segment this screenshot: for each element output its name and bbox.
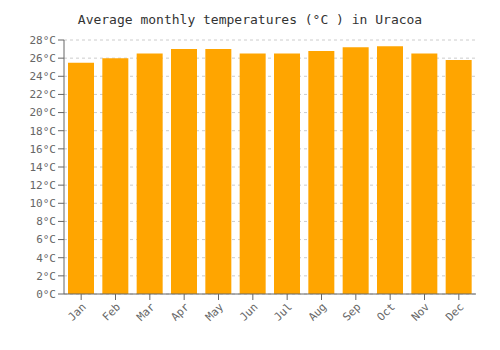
svg-text:Mar: Mar	[134, 300, 158, 324]
svg-text:20°C: 20°C	[30, 106, 57, 119]
svg-text:2°C: 2°C	[36, 270, 56, 283]
svg-text:Dec: Dec	[443, 300, 466, 323]
svg-text:4°C: 4°C	[36, 252, 56, 265]
svg-text:6°C: 6°C	[36, 233, 56, 246]
svg-text:Jul: Jul	[272, 300, 295, 323]
html-text:Average monthly temperatures (: Average monthly temperatures (°C ) in Ur…	[77, 12, 423, 27]
svg-text:Jun: Jun	[237, 300, 260, 323]
svg-text:16°C: 16°C	[30, 143, 57, 156]
svg-text:28°C: 28°C	[30, 34, 57, 47]
svg-text:Nov: Nov	[409, 300, 433, 324]
svg-text:26°C: 26°C	[30, 52, 57, 65]
svg-text:Jan: Jan	[66, 300, 89, 323]
svg-text:10°C: 10°C	[30, 197, 57, 210]
svg-text:12°C: 12°C	[30, 179, 57, 192]
svg-text:Apr: Apr	[169, 300, 193, 324]
svg-text:Sep: Sep	[340, 300, 363, 323]
svg-text:Aug: Aug	[306, 300, 329, 323]
svg-text:8°C: 8°C	[36, 215, 56, 228]
svg-text:22°C: 22°C	[30, 88, 57, 101]
svg-text:May: May	[203, 300, 227, 324]
svg-text:0°C: 0°C	[36, 288, 56, 301]
svg-text:18°C: 18°C	[30, 125, 57, 138]
svg-text:Oct: Oct	[375, 300, 398, 323]
svg-text:14°C: 14°C	[30, 161, 57, 174]
svg-text:Feb: Feb	[100, 300, 123, 323]
svg-text:24°C: 24°C	[30, 70, 57, 83]
